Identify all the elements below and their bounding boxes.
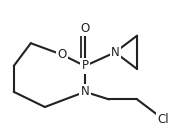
Text: P: P: [81, 60, 89, 72]
Text: N: N: [111, 46, 119, 59]
Text: N: N: [81, 85, 89, 98]
Text: Cl: Cl: [157, 113, 169, 126]
Text: O: O: [57, 48, 67, 61]
Text: O: O: [80, 22, 90, 35]
